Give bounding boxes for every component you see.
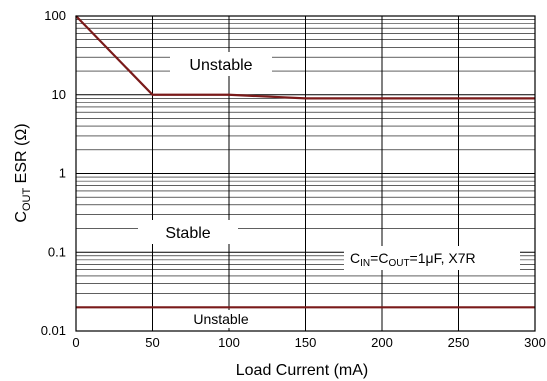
plot-frame xyxy=(75,15,536,332)
condition-sub-out: OUT xyxy=(388,258,409,269)
x-axis-label: Load Current (mA) xyxy=(236,362,369,379)
stable-label: Stable xyxy=(165,225,210,242)
unstable-top-label-bg xyxy=(170,52,272,76)
x-tick-label: 150 xyxy=(295,335,317,350)
y-tick-label: 1 xyxy=(59,166,66,181)
x-tick-label: 250 xyxy=(448,335,470,350)
x-tick-label: 0 xyxy=(72,335,79,350)
data-series xyxy=(75,15,535,309)
y-axis-label-rest: ESR (Ω) xyxy=(13,123,30,187)
condition-c1: C xyxy=(350,250,360,266)
stable-label-bg xyxy=(138,220,238,244)
y-axis-label-main: C xyxy=(13,211,30,223)
unstable-top-label: Unstable xyxy=(189,57,252,74)
condition-label: CIN=COUT=1μF, X7R xyxy=(350,250,476,269)
y-tick-label: 0.01 xyxy=(41,323,66,338)
x-tick-labels: 0 50 100 150 200 250 300 xyxy=(72,335,545,350)
condition-sub-in: IN xyxy=(360,258,370,269)
x-tick-label: 50 xyxy=(145,335,159,350)
condition-c2: C xyxy=(378,250,388,266)
unstable-bottom-label: Unstable xyxy=(193,311,248,327)
condition-label-bg xyxy=(344,246,520,270)
y-tick-labels: 0.01 0.1 1 10 100 xyxy=(41,8,66,338)
condition-rest: =1μF, X7R xyxy=(410,250,476,266)
x-tick-label: 300 xyxy=(524,335,546,350)
x-tick-label: 100 xyxy=(218,335,240,350)
y-axis-label-sub: OUT xyxy=(21,188,33,212)
series-line-1 xyxy=(75,15,535,100)
y-tick-label: 10 xyxy=(52,87,66,102)
y-tick-label: 0.1 xyxy=(48,244,66,259)
y-axis-label: COUT ESR (Ω) xyxy=(13,123,33,222)
unstable-bottom-label-bg xyxy=(180,310,262,328)
x-tick-label: 200 xyxy=(371,335,393,350)
condition-eq: = xyxy=(370,250,378,266)
y-tick-label: 100 xyxy=(44,8,66,23)
